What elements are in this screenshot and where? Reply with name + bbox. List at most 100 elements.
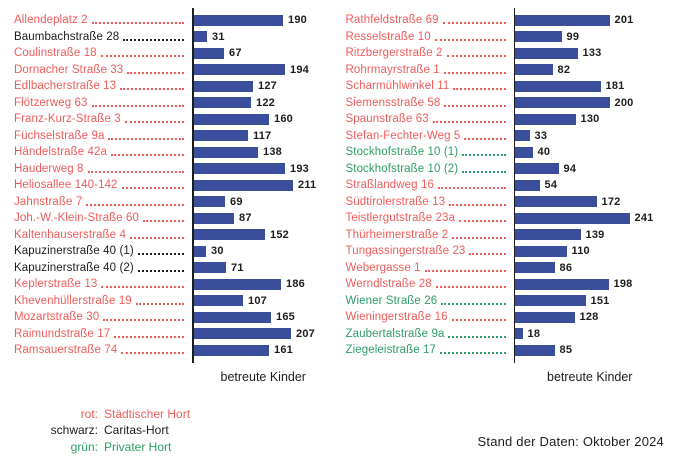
value-bar <box>513 212 630 224</box>
dotted-leader <box>127 71 184 74</box>
street-name: Coulinstraße 18 <box>14 47 97 60</box>
value-label: 130 <box>580 113 600 126</box>
chart-left: Allendeplatz 2 190 Baumbachstraße 28 31 Coul… <box>14 8 335 384</box>
street-label: Heliosallee 140-142 <box>14 179 192 191</box>
bar-row: Füchselstraße 9a 117 <box>14 128 335 145</box>
dotted-leader <box>121 187 184 190</box>
street-label: Thürheimerstraße 2 <box>346 229 514 241</box>
street-label: Scharmühlwinkel 11 <box>346 80 514 92</box>
value-bar <box>513 295 586 307</box>
bar-row: Stockhofstraße 10 (2) 94 <box>346 161 667 178</box>
value-label: 161 <box>274 344 293 357</box>
dotted-leader <box>108 137 184 140</box>
dotted-leader <box>469 253 506 256</box>
bar-cell: 40 <box>513 146 667 158</box>
data-status: Stand der Daten: Oktober 2024 <box>477 434 664 449</box>
street-name: Rathfeldstraße 69 <box>345 14 439 27</box>
value-bar <box>513 196 597 208</box>
street-name: Tungassingerstraße 23 <box>345 245 466 258</box>
street-name: Siemensstraße 58 <box>345 96 441 109</box>
bar-cell: 161 <box>192 344 335 356</box>
street-label: Webergasse 1 <box>346 262 514 274</box>
street-name: Franz-Kurz-Straße 3 <box>14 113 121 126</box>
value-bar <box>513 328 523 340</box>
bar-row: Thürheimerstraße 2 139 <box>346 227 667 244</box>
legend-description: Privater Hort <box>104 439 172 454</box>
value-label: 69 <box>230 195 243 208</box>
bar-row: Ramsauerstraße 74 161 <box>14 342 335 359</box>
bar-row: Hauderweg 8 193 <box>14 161 335 178</box>
value-bar <box>513 146 533 158</box>
street-label: Kapuzinerstraße 40 (1) <box>14 245 192 257</box>
dotted-leader <box>437 187 506 190</box>
value-label: 107 <box>248 294 267 307</box>
dotted-leader <box>453 88 506 91</box>
street-name: Thürheimerstraße 2 <box>345 228 449 241</box>
bar-row: Jahnstraße 7 69 <box>14 194 335 211</box>
bar-row: Flötzerweg 63 122 <box>14 95 335 112</box>
street-label: Werndlstraße 28 <box>346 278 514 290</box>
bar-row: Südtirolerstraße 13 172 <box>346 194 667 211</box>
value-bar <box>192 31 207 43</box>
street-label: Südtirolerstraße 13 <box>346 196 514 208</box>
value-bar <box>513 179 540 191</box>
bar-row: Zaubertalstraße 9a 18 <box>346 326 667 343</box>
bar-cell: 211 <box>192 179 335 191</box>
bar-row: Scharmühlwinkel 11 181 <box>346 78 667 95</box>
bar-row: Mozartstraße 30 165 <box>14 309 335 326</box>
dotted-leader <box>464 137 506 140</box>
value-bar <box>192 97 251 109</box>
bar-cell: 127 <box>192 80 335 92</box>
street-label: Khevenhüllerstraße 19 <box>14 295 192 307</box>
bar-cell: 139 <box>513 229 667 241</box>
value-label: 128 <box>579 311 599 324</box>
bar-cell: 151 <box>513 295 667 307</box>
value-bar <box>192 262 226 274</box>
value-bar <box>513 130 530 142</box>
bar-row: Allendeplatz 2 190 <box>14 12 335 29</box>
value-bar <box>513 47 578 59</box>
dotted-leader <box>114 335 184 338</box>
legend-item-caritas-hort: schwarz: Caritas-Hort <box>40 422 190 439</box>
street-name: Stefan-Fechter-Weg 5 <box>345 129 461 142</box>
dotted-leader <box>424 269 506 272</box>
street-name: Füchselstraße 9a <box>14 129 105 142</box>
value-bar <box>192 311 271 323</box>
street-label: Coulinstraße 18 <box>14 47 192 59</box>
bar-row: Werndlstraße 28 198 <box>346 276 667 293</box>
dotted-leader <box>111 154 184 157</box>
legend-description: Städtischer Hort <box>104 406 191 421</box>
street-label: Kaltenhauserstraße 4 <box>14 229 192 241</box>
bar-cell: 130 <box>513 113 667 126</box>
street-name: Zaubertalstraße 9a <box>345 327 445 340</box>
bar-row: Stefan-Fechter-Weg 5 33 <box>346 128 667 145</box>
bar-row: Baumbachstraße 28 31 <box>14 29 335 46</box>
dotted-leader <box>103 319 184 322</box>
bar-cell: 110 <box>513 245 667 257</box>
value-label: 33 <box>534 129 548 142</box>
dotted-leader <box>452 236 506 239</box>
bar-row: Dornacher Straße 33 194 <box>14 62 335 79</box>
street-name: Scharmühlwinkel 11 <box>345 80 450 93</box>
value-label: 30 <box>211 245 224 258</box>
value-label: 82 <box>557 63 571 76</box>
street-label: Spaunstraße 63 <box>346 113 514 125</box>
bar-cell: 31 <box>192 31 335 43</box>
dotted-leader <box>121 352 184 355</box>
street-label: Rohrmayrstraße 1 <box>346 64 514 76</box>
street-name: Raimundstraße 17 <box>14 327 111 340</box>
value-label: 186 <box>286 278 305 291</box>
street-label: Flötzerweg 63 <box>14 97 192 109</box>
bar-cell: 54 <box>513 179 667 191</box>
value-bar <box>192 64 285 76</box>
street-name: Teistlergutstraße 23a <box>345 212 455 225</box>
dotted-leader <box>434 38 506 41</box>
street-label: Händelstraße 42a <box>14 146 192 158</box>
street-name: Werndlstraße 28 <box>345 278 432 291</box>
bar-cell: 138 <box>192 146 335 158</box>
street-label: Straßlandweg 16 <box>346 179 514 191</box>
value-label: 211 <box>298 179 317 192</box>
dotted-leader <box>120 88 184 91</box>
dotted-leader <box>448 335 506 338</box>
dotted-leader <box>86 203 184 206</box>
